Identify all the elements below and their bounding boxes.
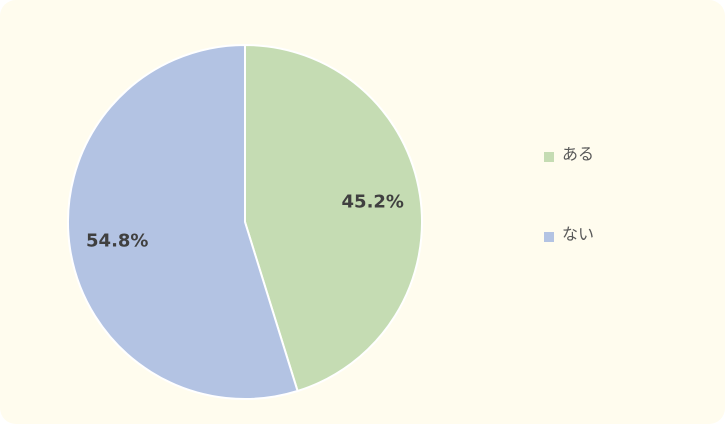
legend-marker [544,152,554,162]
legend-label: ある [562,145,594,164]
pie-slice [67,43,299,400]
value-label: 45.2% [342,192,404,213]
legend-marker [544,232,554,242]
legend-label: ない [562,225,594,244]
pie-slice [244,43,423,393]
value-label: 54.8% [86,230,148,251]
